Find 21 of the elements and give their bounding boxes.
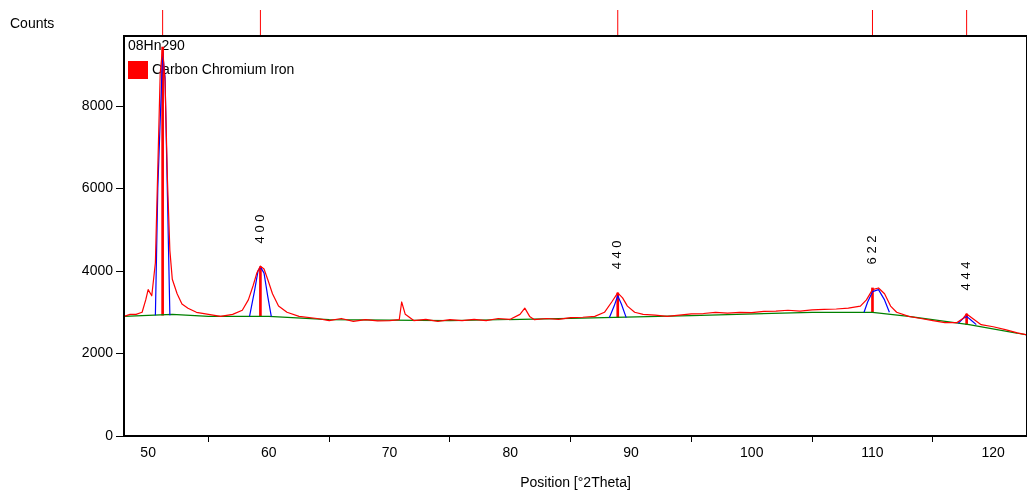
annotation: 4 4 4 (958, 261, 974, 291)
y-axis-title: Counts (10, 14, 55, 31)
x-tick-label: 60 (261, 444, 277, 461)
y-tick-label: 2000 (81, 344, 114, 361)
x-tick-label: 80 (502, 444, 519, 461)
bar (259, 266, 262, 317)
x-axis-title: Position [°2Theta] (520, 474, 631, 491)
x-tick-label: 100 (740, 444, 764, 461)
y-tick-label: 6000 (81, 179, 114, 196)
y-tick-label: 4000 (81, 261, 114, 278)
annotation: 4 4 0 (609, 240, 625, 270)
x-tick-label: 50 (140, 444, 157, 461)
legend-title: 08Hn290 (128, 36, 186, 53)
y-tick-label: 0 (105, 426, 114, 443)
x-tick-label: 90 (623, 444, 640, 461)
x-tick-label: 120 (981, 444, 1006, 461)
y-tick-label: 8000 (81, 96, 114, 113)
annotation: 4 0 0 (251, 214, 267, 244)
x-tick-label: 70 (381, 444, 398, 461)
x-tick-label: 110 (861, 444, 884, 461)
annotation: 6 2 2 (864, 235, 880, 265)
